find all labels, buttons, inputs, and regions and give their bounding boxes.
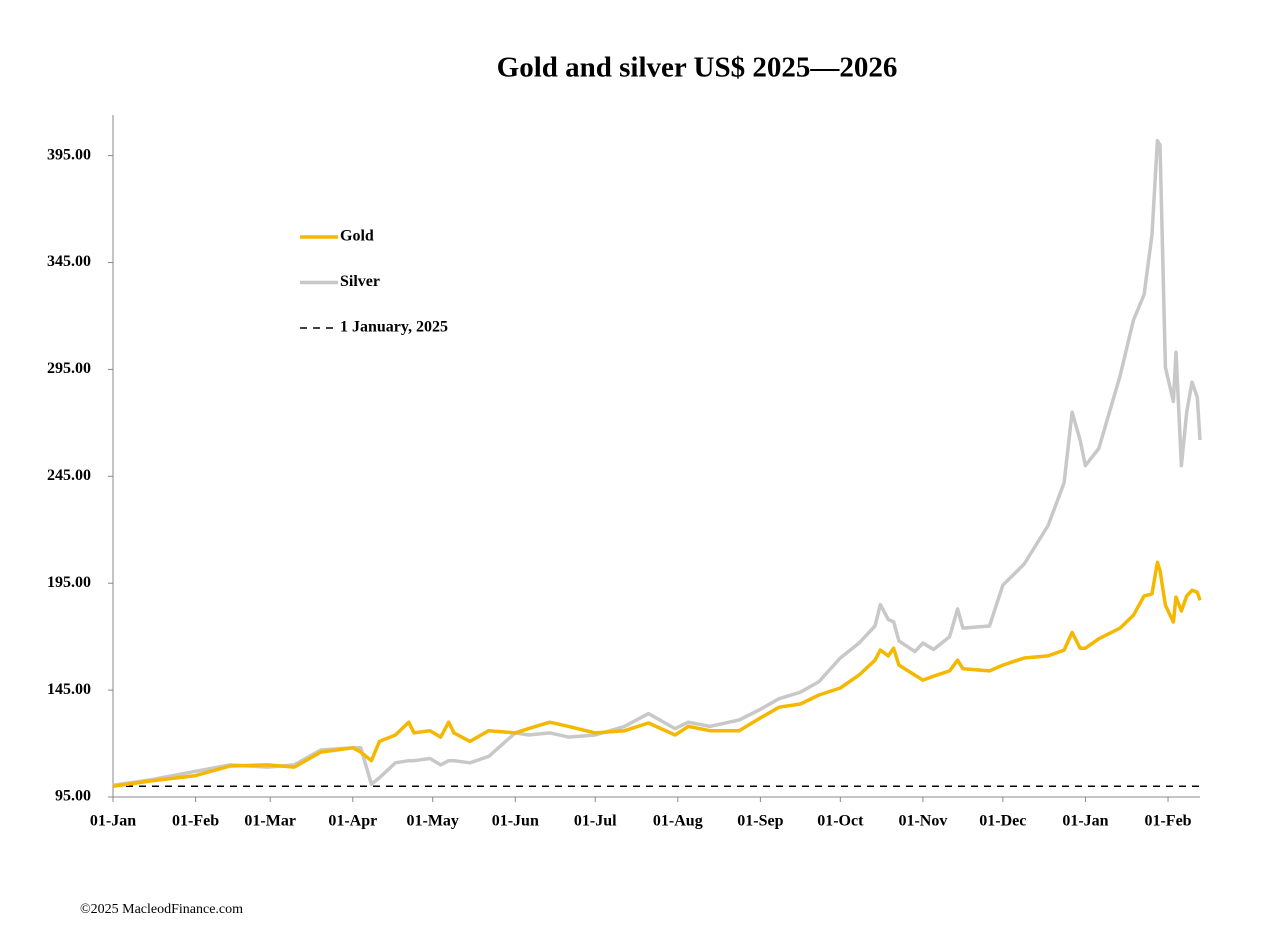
x-tick-label: 01-Apr — [328, 813, 377, 830]
y-tick-label: 145.00 — [47, 681, 91, 698]
y-tick-label: 245.00 — [47, 467, 91, 484]
x-tick-label: 01-Dec — [979, 813, 1026, 830]
x-tick-label: 01-Jan — [1062, 813, 1108, 830]
x-tick-label: 01-Feb — [1144, 813, 1191, 830]
footnote: ©2025 MacleodFinance.com — [80, 902, 243, 917]
legend-label: Silver — [340, 273, 380, 290]
series-line — [112, 560, 1202, 789]
y-tick-label: 295.00 — [47, 360, 91, 377]
x-tick-label: 01-May — [406, 813, 458, 830]
x-tick-label: 01-Feb — [172, 813, 219, 830]
x-tick-label: 01-Jan — [90, 813, 136, 830]
series-line — [112, 138, 1202, 787]
x-tick-label: 01-Aug — [653, 813, 703, 830]
x-tick-label: 01-Mar — [244, 813, 296, 830]
legend-label: 1 January, 2025 — [340, 319, 448, 336]
y-tick-label: 345.00 — [47, 253, 91, 270]
y-tick-label: 195.00 — [47, 574, 91, 591]
x-tick-label: 01-Oct — [817, 813, 864, 830]
x-tick-label: 01-Jun — [492, 813, 539, 830]
x-tick-label: 01-Nov — [898, 813, 947, 830]
y-tick-label: 395.00 — [47, 146, 91, 163]
x-tick-label: 01-Jul — [574, 813, 617, 830]
x-tick-label: 01-Sep — [737, 813, 783, 830]
y-tick-label: 95.00 — [55, 788, 91, 805]
legend-label: Gold — [340, 228, 374, 245]
chart-title: Gold and silver US$ 2025—2026 — [497, 52, 898, 84]
